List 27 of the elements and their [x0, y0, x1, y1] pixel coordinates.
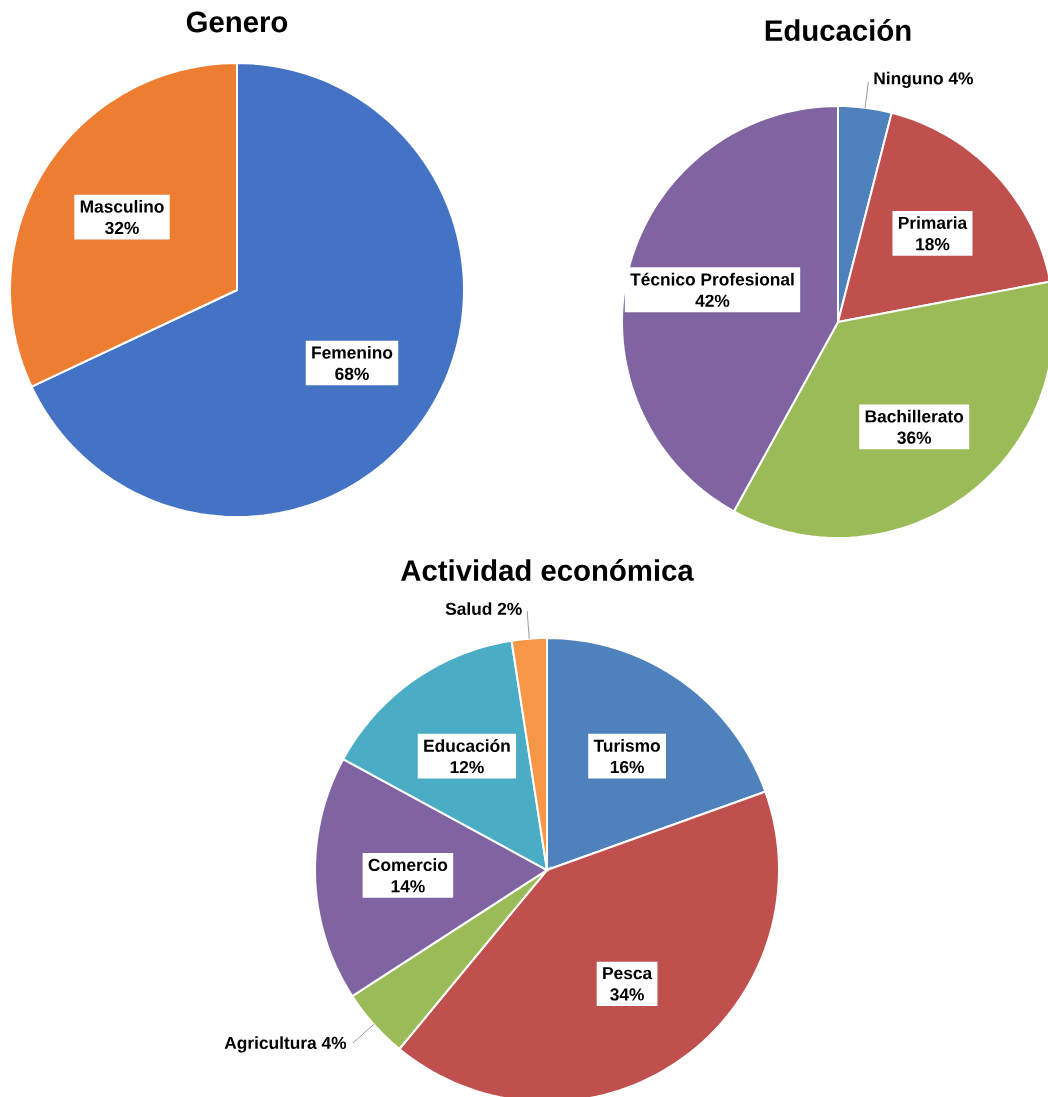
slice-label: Salud	[445, 602, 492, 615]
chart-title: Educación	[765, 19, 911, 41]
slice-label: Pesca	[603, 967, 653, 980]
slice-label: Técnico Profesional	[630, 272, 794, 286]
slice-label: Femenino	[312, 345, 393, 359]
data-label: 4%	[948, 72, 973, 85]
slice-label: Bachillerato	[865, 409, 964, 423]
slice-label: Agricultura	[224, 1036, 317, 1053]
slice-label: Turismo	[593, 739, 660, 752]
data-label: 68%	[335, 367, 369, 381]
slice-label: Comercio	[368, 858, 448, 872]
chart-title: Genero	[186, 11, 288, 33]
data-label: 4%	[321, 1036, 347, 1049]
data-label: 16%	[610, 760, 644, 774]
slice-label: Masculino	[80, 199, 164, 213]
data-label: 14%	[391, 880, 425, 893]
data-label: 2%	[497, 602, 522, 615]
chart-title: Actividad económica	[401, 559, 694, 581]
data-label: 12%	[450, 760, 484, 774]
data-label: 32%	[105, 221, 139, 235]
data-label: 34%	[610, 988, 644, 1001]
data-label: 36%	[897, 431, 932, 444]
slice-label: Ninguno	[874, 71, 943, 88]
data-label: 42%	[695, 294, 730, 307]
slice-label: Primaria	[898, 216, 968, 229]
slice-label: Educación	[424, 739, 510, 752]
data-label: 18%	[916, 238, 950, 251]
